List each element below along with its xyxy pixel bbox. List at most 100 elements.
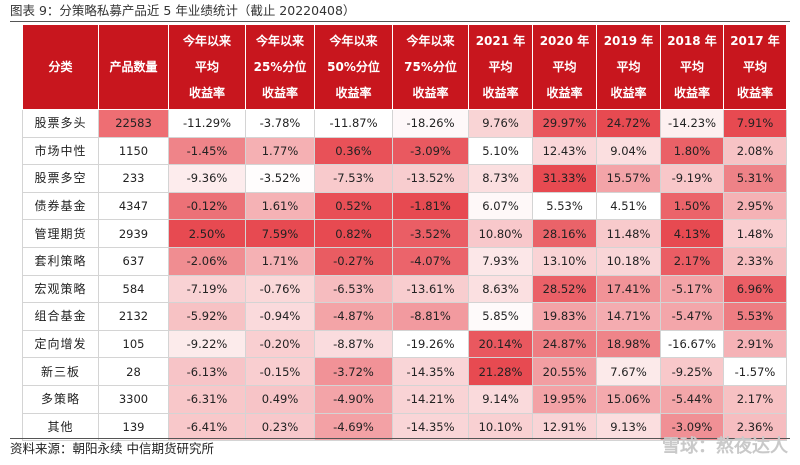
column-header-line: 收益率 [335,86,372,100]
table-row: 股票多空 233 -9.36% -3.52% -7.53% -13.52% 8.73% 31.… [22,164,787,193]
column-header-line: 收益率 [610,86,647,100]
return-cell: 7.93% [468,246,533,276]
return-cell: -9.36% [168,164,246,193]
return-cell: -7.53% [314,164,393,193]
return-cell: 0.82% [314,219,393,248]
product-count-cell: 584 [98,274,169,304]
return-cell: -4.90% [314,384,393,414]
return-cell: -0.20% [245,329,315,359]
return-cell: 31.33% [532,164,597,193]
return-cell: -3.78% [245,109,315,138]
column-header: 2019 年平均 收益率 [596,24,661,110]
product-count-cell: 28 [98,357,169,386]
table-row: 市场中性 1150 -1.45% 1.77% 0.36% -3.09% 5.10% 12.43… [22,136,787,166]
return-cell: -6.31% [168,384,246,414]
category-cell: 宏观策略 [22,274,99,304]
return-cell: -5.17% [660,274,724,304]
return-cell: 20.14% [468,329,533,359]
return-cell: -14.35% [392,412,469,442]
return-cell: -14.35% [392,357,469,386]
table-row: 组合基金 2132 -5.92% -0.94% -4.87% -8.81% 5.85% 19.… [22,302,787,331]
top-rule [10,21,790,22]
column-header-line: 今年以来 [329,34,378,48]
return-cell: 2.17% [660,246,724,276]
return-cell: -3.52% [392,219,469,248]
header-row: 分类 产品数量 今年以来 平均 收益率 今年以来 25%分位 收益率 今年以来 50%分位 收益率今… [22,24,787,110]
return-cell: 12.43% [532,136,597,166]
return-cell: -1.81% [392,191,469,221]
table-body: 股票多头 22583 -11.29% -3.78% -11.87% -18.26% 9.76… [22,109,787,442]
return-cell: 24.72% [596,109,661,138]
return-cell: -3.09% [392,136,469,166]
return-cell: 20.55% [532,357,597,386]
column-header: 今年以来 50%分位 收益率 [314,24,393,110]
return-cell: -4.69% [314,412,393,442]
source-note: 资料来源：朝阳永续 中信期货研究所 [10,441,214,456]
return-cell: -2.06% [168,246,246,276]
return-cell: 9.14% [468,384,533,414]
category-cell: 市场中性 [22,136,99,166]
column-header-line: 今年以来 [255,34,304,48]
return-cell: -9.19% [660,164,724,193]
column-header-line: 收益率 [412,86,449,100]
product-count-cell: 4347 [98,191,169,221]
return-cell: -11.29% [168,109,246,138]
table-row: 其他 139 -6.41% 0.23% -4.69% -14.35% 10.10% 12.91… [22,412,787,442]
product-count-cell: 139 [98,412,169,442]
return-cell: -11.87% [314,109,393,138]
return-cell: 1.77% [245,136,315,166]
return-cell: 28.16% [532,219,597,248]
category-cell: 套利策略 [22,246,99,276]
return-cell: 24.87% [532,329,597,359]
return-cell: -9.22% [168,329,246,359]
column-header: 分类 [22,24,99,110]
return-cell: 14.71% [596,302,661,331]
performance-table: 分类 产品数量 今年以来 平均 收益率 今年以来 25%分位 收益率 今年以来 50%分位 收益率今… [22,24,787,442]
return-cell: -1.57% [723,357,787,386]
column-header: 2017 年平均 收益率 [723,24,787,110]
table-row: 债券基金 4347 -0.12% 1.61% 0.52% -1.81% 6.07% 5.53%… [22,191,787,221]
column-header-line: 2020 年 [539,34,590,48]
return-cell: -19.26% [392,329,469,359]
return-cell: 28.52% [532,274,597,304]
return-cell: 10.80% [468,219,533,248]
column-header-line: 平均 [742,60,767,74]
column-header-line: 2019 年 [603,34,654,48]
return-cell: 29.97% [532,109,597,138]
product-count-cell: 233 [98,164,169,193]
return-cell: 5.31% [723,164,787,193]
column-header-line: 今年以来 [406,34,455,48]
return-cell: -7.19% [168,274,246,304]
table-row: 套利策略 637 -2.06% 1.71% -0.27% -4.07% 7.93% 13.10… [22,246,787,276]
return-cell: -16.67% [660,329,724,359]
return-cell: -9.25% [660,357,724,386]
product-count-cell: 22583 [98,109,169,138]
column-header: 今年以来 平均 收益率 [168,24,246,110]
return-cell: -6.53% [314,274,393,304]
figure-caption: 图表 9：分策略私募产品近 5 年业绩统计（截止 20220408） [10,3,356,18]
return-cell: -1.45% [168,136,246,166]
category-cell: 新三板 [22,357,99,386]
return-cell: 1.61% [245,191,315,221]
return-cell: -0.12% [168,191,246,221]
return-cell: -5.92% [168,302,246,331]
return-cell: 0.36% [314,136,393,166]
column-header: 2018 年平均 收益率 [660,24,724,110]
return-cell: -6.13% [168,357,246,386]
return-cell: 17.41% [596,274,661,304]
category-cell: 股票多空 [22,164,99,193]
column-header: 2020 年平均 收益率 [532,24,597,110]
return-cell: 0.52% [314,191,393,221]
return-cell: 1.48% [723,219,787,248]
column-header-line: 25%分位 [253,60,307,74]
table-row: 股票多头 22583 -11.29% -3.78% -11.87% -18.26% 9.76… [22,109,787,138]
return-cell: 21.28% [468,357,533,386]
table-row: 新三板 28 -6.13% -0.15% -3.72% -14.35% 21.28% 20.5… [22,357,787,386]
return-cell: 4.51% [596,191,661,221]
return-cell: -3.72% [314,357,393,386]
return-cell: 2.50% [168,219,246,248]
category-cell: 组合基金 [22,302,99,331]
return-cell: -0.76% [245,274,315,304]
return-cell: 9.76% [468,109,533,138]
return-cell: 19.95% [532,384,597,414]
